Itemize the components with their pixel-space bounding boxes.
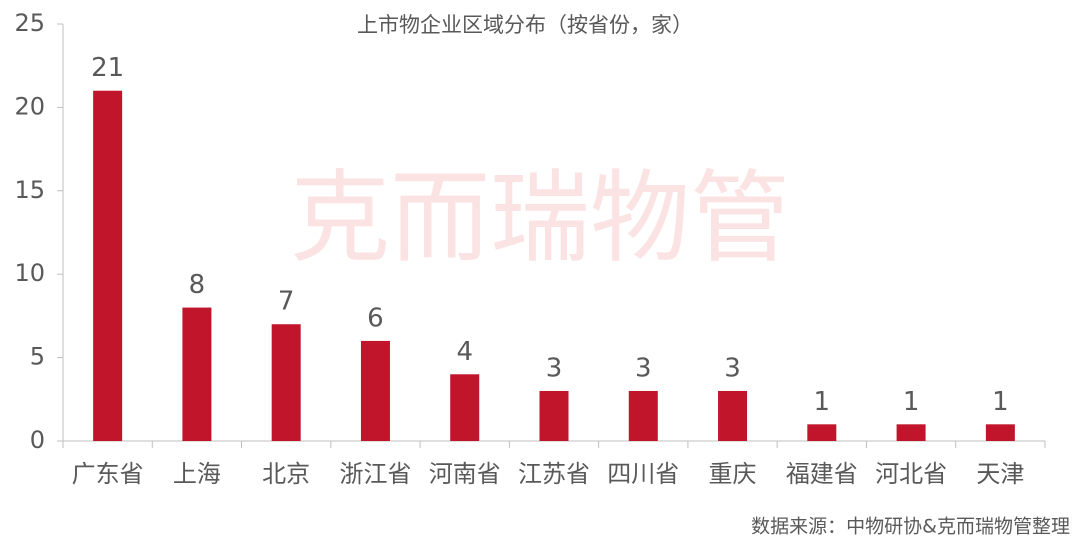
x-tick-label: 河北省 (875, 460, 947, 488)
x-tick-label: 天津 (976, 460, 1024, 488)
x-tick-label: 浙江省 (339, 460, 411, 488)
value-label: 3 (724, 353, 741, 383)
x-tick-label: 江苏省 (518, 460, 590, 488)
bar (896, 424, 926, 441)
value-label: 1 (992, 387, 1009, 417)
bar (718, 390, 748, 441)
bar (182, 307, 212, 441)
value-label: 3 (635, 353, 652, 383)
x-tick-label: 福建省 (786, 460, 858, 488)
value-label: 3 (546, 353, 563, 383)
x-tick-label: 上海 (173, 460, 221, 488)
value-label: 1 (903, 387, 920, 417)
bar (450, 374, 480, 441)
value-label: 1 (814, 387, 831, 417)
x-tick-label: 广东省 (72, 460, 144, 488)
bar (539, 390, 569, 441)
bar (360, 340, 390, 441)
y-tick-label: 0 (30, 426, 45, 454)
bar (93, 90, 123, 441)
bar (807, 424, 837, 441)
value-label: 21 (91, 53, 124, 83)
bar (271, 324, 301, 441)
bar (628, 390, 658, 441)
bar (985, 424, 1015, 441)
y-tick-label: 5 (30, 343, 45, 371)
source-note: 数据来源：中物研协&克而瑞物管整理 (751, 516, 1070, 538)
chart-title: 上市物企业区域分布（按省份，家） (357, 13, 693, 37)
y-tick-label: 25 (14, 9, 45, 37)
value-label: 7 (278, 287, 295, 317)
value-label: 4 (456, 337, 473, 367)
y-tick-label: 15 (14, 176, 45, 204)
x-tick-label: 北京 (262, 460, 310, 488)
x-tick-label: 四川省 (607, 460, 679, 488)
value-label: 6 (367, 303, 384, 333)
y-tick-label: 20 (14, 92, 45, 120)
watermark: 克而瑞物管 (290, 159, 790, 276)
x-tick-label: 重庆 (709, 460, 757, 488)
y-tick-label: 10 (14, 259, 45, 287)
x-tick-label: 河南省 (429, 460, 501, 488)
value-label: 8 (189, 270, 206, 300)
